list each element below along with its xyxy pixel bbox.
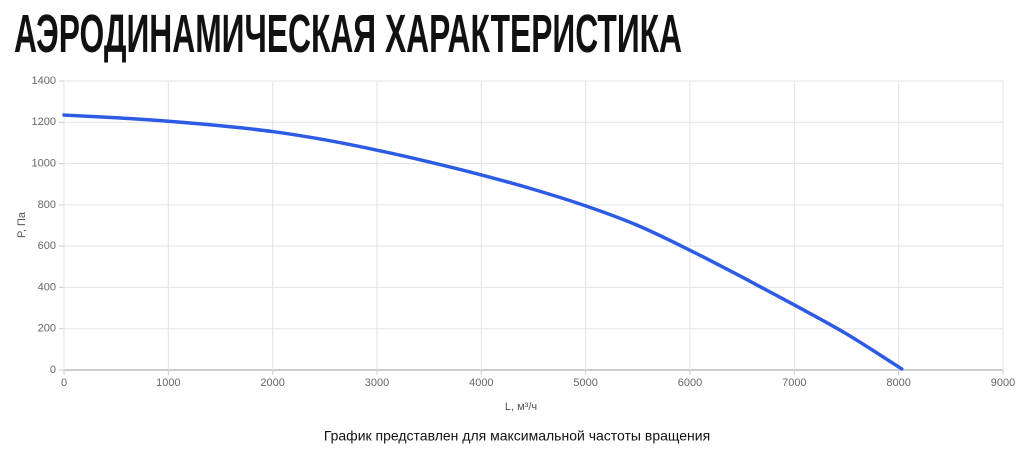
y-tick-label: 200 <box>38 323 56 335</box>
x-tick-label: 4000 <box>469 377 493 389</box>
x-tick-label: 8000 <box>886 377 910 389</box>
x-tick-label: 2000 <box>260 377 284 389</box>
x-axis-label: L, м³/ч <box>505 401 537 413</box>
x-tick-label: 0 <box>61 377 67 389</box>
data-line <box>62 113 904 371</box>
y-tick-label: 1000 <box>32 157 56 169</box>
chart-title: АЭРОДИНАМИЧЕСКАЯ ХАРАКТЕРИСТИКА <box>14 4 682 64</box>
x-tick-label: 9000 <box>991 377 1015 389</box>
y-tick-label: 0 <box>50 364 56 376</box>
x-tick-label: 1000 <box>156 377 180 389</box>
x-tick-label: 6000 <box>678 377 702 389</box>
y-tick-label: 1200 <box>32 116 56 128</box>
y-axis-label: P, Па <box>16 211 28 238</box>
x-tick-label: 5000 <box>573 377 597 389</box>
y-tick-label: 1400 <box>32 75 56 87</box>
caption: График представлен для максимальной част… <box>324 428 710 444</box>
x-tick-label: 3000 <box>365 377 389 389</box>
x-tick-label: 7000 <box>782 377 806 389</box>
y-tick-label: 800 <box>38 199 56 211</box>
y-tick-label: 400 <box>38 281 56 293</box>
y-tick-label: 600 <box>38 240 56 252</box>
